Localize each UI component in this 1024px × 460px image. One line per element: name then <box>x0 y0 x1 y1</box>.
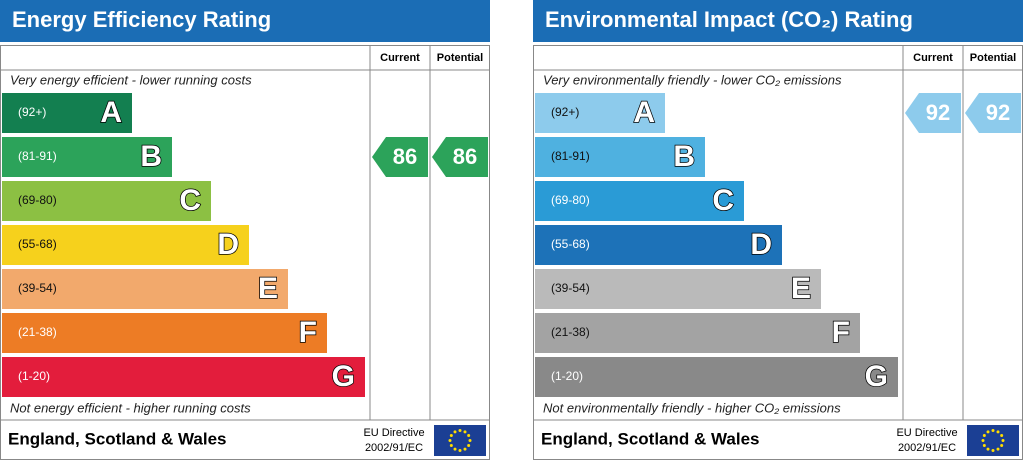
title-bar <box>533 0 1023 42</box>
eu-star <box>1000 434 1004 437</box>
eu-star <box>449 444 453 447</box>
eu-star <box>991 449 995 452</box>
band-range: (81-91) <box>551 149 590 163</box>
band-range: (39-54) <box>18 281 57 295</box>
band-letter: A <box>100 96 122 129</box>
panel-title: Environmental Impact (CO₂) Rating <box>545 7 913 32</box>
eu-star <box>996 430 1000 434</box>
footer-region: England, Scotland & Wales <box>541 429 760 448</box>
band-range: (39-54) <box>551 281 590 295</box>
rating-band <box>2 357 365 397</box>
band-letter: F <box>832 316 850 349</box>
potential-header: Potential <box>970 52 1016 64</box>
eu-star <box>467 434 471 437</box>
band-range: (81-91) <box>18 149 57 163</box>
footer-region: England, Scotland & Wales <box>8 429 227 448</box>
band-letter: D <box>217 228 239 261</box>
band-range: (69-80) <box>551 193 590 207</box>
rating-panel: Environmental Impact (CO₂) Rating Current… <box>533 0 1023 460</box>
eu-star <box>986 430 990 434</box>
band-letter: F <box>299 316 317 349</box>
rating-band <box>535 93 665 133</box>
eu-star <box>981 439 985 442</box>
eu-star <box>467 444 471 447</box>
eu-star <box>982 444 986 447</box>
rating-band <box>2 269 288 309</box>
band-letter: G <box>332 360 355 393</box>
bottom-note: Not energy efficient - higher running co… <box>10 400 251 415</box>
current-value: 92 <box>926 100 950 125</box>
potential-arrow <box>965 93 1021 133</box>
band-letter: A <box>633 96 655 129</box>
directive-label: EU Directive <box>896 427 957 439</box>
top-note: Very environmentally friendly - lower CO… <box>543 72 842 87</box>
rating-band <box>535 225 782 265</box>
band-range: (21-38) <box>18 325 57 339</box>
rating-band <box>2 225 249 265</box>
current-header: Current <box>913 52 953 64</box>
band-range: (55-68) <box>18 237 57 251</box>
band-letter: B <box>673 140 695 173</box>
band-letter: E <box>791 272 811 305</box>
eu-star <box>458 429 462 432</box>
eu-star <box>468 439 472 442</box>
eu-star <box>458 449 462 452</box>
rating-band <box>535 357 898 397</box>
current-arrow <box>372 137 428 177</box>
rating-band <box>535 137 705 177</box>
rating-band <box>2 137 172 177</box>
band-range: (1-20) <box>551 369 583 383</box>
rating-band <box>535 269 821 309</box>
current-value: 86 <box>393 144 417 169</box>
band-range: (21-38) <box>551 325 590 339</box>
directive-code: 2002/91/EC <box>365 442 423 454</box>
eu-star <box>453 430 457 434</box>
current-arrow <box>905 93 961 133</box>
top-note: Very energy efficient - lower running co… <box>10 72 252 87</box>
band-letter: E <box>258 272 278 305</box>
band-letter: C <box>179 184 201 217</box>
eu-star <box>991 429 995 432</box>
potential-arrow <box>432 137 488 177</box>
eu-star <box>448 439 452 442</box>
eu-star <box>463 430 467 434</box>
band-range: (1-20) <box>18 369 50 383</box>
eu-star <box>982 434 986 437</box>
directive-code: 2002/91/EC <box>898 442 956 454</box>
panel-title: Energy Efficiency Rating <box>12 7 271 32</box>
rating-band <box>535 181 744 221</box>
rating-panel: Energy Efficiency Rating Current Potential… <box>0 0 490 460</box>
band-letter: D <box>750 228 772 261</box>
eu-star <box>1000 444 1004 447</box>
band-range: (92+) <box>18 105 46 119</box>
rating-band <box>535 313 860 353</box>
bottom-note: Not environmentally friendly - higher CO… <box>543 400 841 415</box>
rating-band <box>2 93 132 133</box>
eu-star <box>996 447 1000 451</box>
rating-band <box>2 313 327 353</box>
band-letter: G <box>865 360 888 393</box>
current-header: Current <box>380 52 420 64</box>
band-letter: B <box>140 140 162 173</box>
band-letter: C <box>712 184 734 217</box>
band-range: (69-80) <box>18 193 57 207</box>
eu-star <box>463 447 467 451</box>
potential-value: 86 <box>453 144 477 169</box>
potential-header: Potential <box>437 52 483 64</box>
title-bar <box>0 0 490 42</box>
potential-value: 92 <box>986 100 1010 125</box>
rating-band <box>2 181 211 221</box>
eu-star <box>449 434 453 437</box>
directive-label: EU Directive <box>363 427 424 439</box>
eu-star <box>986 447 990 451</box>
band-range: (55-68) <box>551 237 590 251</box>
eu-star <box>1001 439 1005 442</box>
eu-star <box>453 447 457 451</box>
band-range: (92+) <box>551 105 579 119</box>
